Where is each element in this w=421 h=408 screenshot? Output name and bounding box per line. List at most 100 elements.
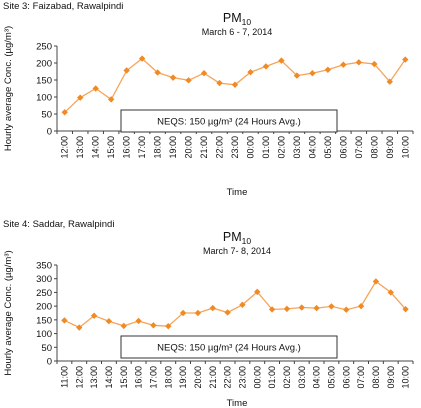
y-tick-label: 150 (36, 76, 52, 87)
data-point (324, 66, 332, 73)
chart-subtitle: March 7- 8, 2014 (203, 246, 271, 256)
data-point (154, 69, 161, 76)
x-tick-label: 02:00 (276, 136, 286, 159)
y-tick-label: 100 (36, 93, 52, 104)
x-tick-label: 07:00 (354, 136, 364, 159)
x-tick-label: 13:00 (75, 136, 85, 159)
data-point (283, 305, 291, 313)
x-tick-label: 07:00 (356, 366, 366, 389)
x-tick-label: 08:00 (371, 366, 381, 389)
x-tick-label: 14:00 (91, 136, 101, 159)
x-tick-label: 21:00 (199, 136, 209, 159)
data-point (254, 288, 261, 296)
x-tick-label: 04:00 (312, 366, 322, 389)
data-point (262, 63, 270, 70)
x-tick-label: 18:00 (163, 366, 173, 389)
data-point (61, 109, 68, 116)
x-tick-label: 19:00 (178, 366, 188, 389)
data-point (278, 57, 285, 64)
data-point (179, 309, 187, 317)
chart-title: PM10 (223, 11, 251, 27)
series-line (64, 280, 407, 329)
data-point (371, 60, 378, 68)
x-axis-label: Time (227, 187, 248, 198)
y-tick-label: 100 (36, 329, 52, 340)
x-tick-label: 09:00 (386, 366, 396, 389)
y-tick-label: 200 (36, 59, 52, 70)
data-point (123, 67, 130, 74)
chart-subtitle: March 6 - 7, 2014 (202, 27, 273, 37)
data-point (185, 77, 192, 84)
data-point (120, 322, 127, 330)
data-point (247, 68, 254, 76)
x-tick-label: 08:00 (369, 136, 379, 159)
data-point (357, 302, 365, 310)
x-tick-label: 21:00 (208, 366, 218, 389)
y-tick-label: 250 (36, 288, 52, 299)
data-point (239, 301, 246, 308)
data-point (200, 70, 208, 77)
y-tick-label: 50 (41, 343, 52, 354)
x-tick-label: 20:00 (184, 136, 194, 159)
data-point (328, 303, 335, 310)
data-point (386, 78, 393, 85)
x-tick-label: 13:00 (89, 366, 99, 389)
data-point (313, 304, 320, 312)
x-tick-label: 14:00 (104, 366, 114, 389)
data-point (92, 85, 99, 92)
x-tick-label: 11:00 (59, 366, 69, 388)
x-tick-label: 00:00 (252, 366, 262, 389)
y-tick-label: 200 (36, 302, 52, 313)
data-point (293, 72, 301, 79)
site-label: Site 4: Saddar, Rawalpindi (3, 219, 114, 230)
x-tick-label: 04:00 (307, 136, 317, 159)
y-tick-label: 0 (47, 127, 52, 138)
x-tick-label: 10:00 (401, 366, 411, 389)
data-point (340, 61, 347, 68)
data-point (231, 81, 239, 88)
data-point (372, 278, 380, 285)
data-point (355, 59, 363, 66)
x-tick-label: 15:00 (106, 136, 116, 159)
x-tick-label: 12:00 (74, 366, 84, 389)
data-point (165, 322, 172, 330)
data-point (209, 304, 216, 312)
neqs-annotation-text: NEQS: 150 µg/m³ (24 Hours Avg.) (157, 117, 301, 128)
y-tick-label: 50 (41, 110, 52, 121)
data-point (224, 309, 231, 316)
data-point (61, 317, 68, 324)
x-tick-label: 05:00 (326, 366, 336, 389)
neqs-annotation-box (120, 335, 338, 359)
y-tick-label: 250 (36, 42, 52, 53)
x-tick-label: 10:00 (400, 136, 410, 159)
data-point (298, 304, 305, 311)
data-point (387, 289, 394, 296)
data-point (76, 324, 83, 331)
x-tick-label: 17:00 (137, 136, 147, 159)
x-tick-label: 23:00 (237, 366, 247, 389)
x-tick-label: 03:00 (292, 136, 302, 159)
x-tick-label: 23:00 (230, 136, 240, 159)
data-point (150, 322, 157, 329)
x-tick-label: 17:00 (148, 366, 158, 389)
data-point (107, 96, 115, 103)
data-point (343, 306, 350, 313)
data-point (402, 305, 409, 313)
x-tick-label: 00:00 (245, 136, 255, 159)
y-tick-label: 350 (36, 261, 52, 272)
y-tick-label: 150 (36, 315, 52, 326)
data-point (135, 317, 142, 325)
x-tick-label: 01:00 (267, 366, 277, 389)
x-tick-label: 22:00 (223, 366, 233, 389)
data-point (216, 79, 223, 87)
neqs-annotation-text: NEQS: 150 µg/m³ (24 Hours Avg.) (157, 343, 301, 354)
chart-title: PM10 (223, 230, 251, 246)
data-point (169, 74, 177, 81)
x-tick-label: 06:00 (338, 136, 348, 159)
x-tick-label: 12:00 (60, 136, 70, 159)
x-tick-label: 18:00 (153, 136, 163, 159)
x-tick-label: 01:00 (261, 136, 271, 159)
